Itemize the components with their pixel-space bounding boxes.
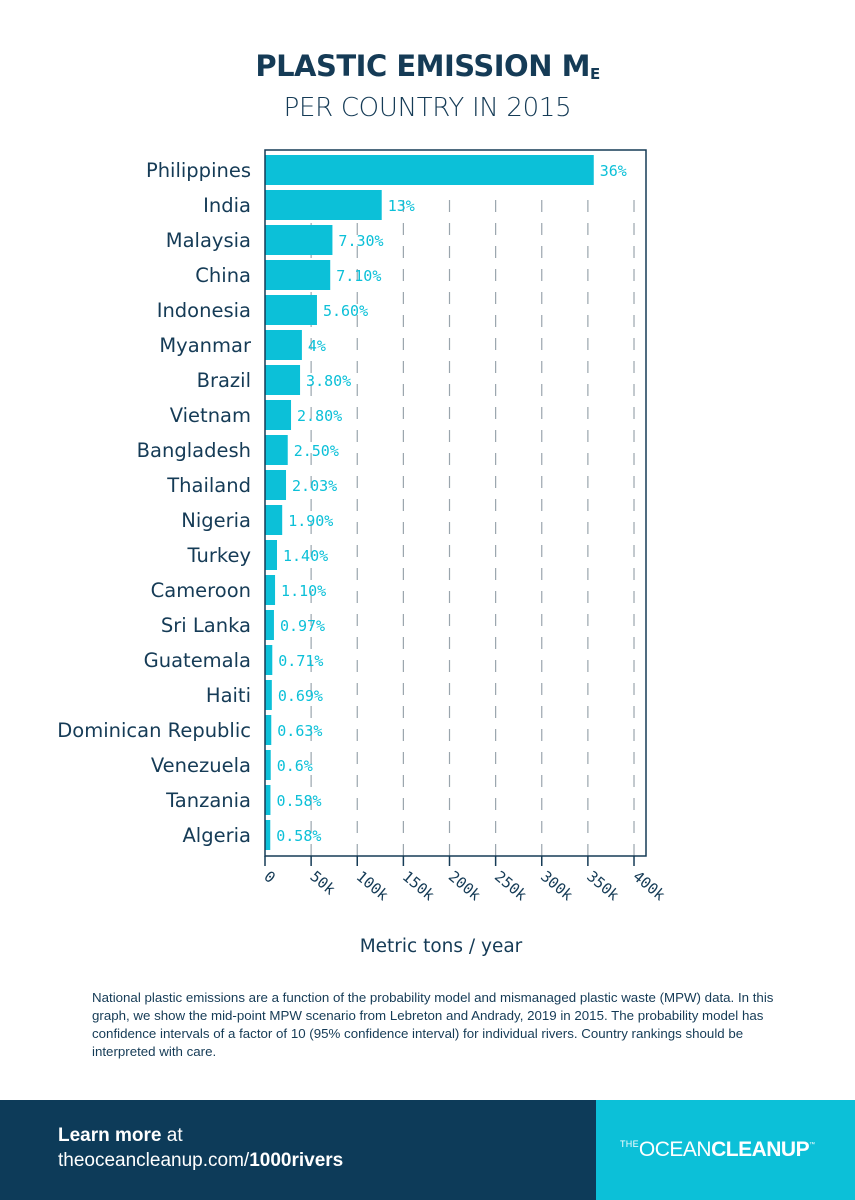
plot-frame [264, 149, 647, 857]
data-label: 2.80% [297, 407, 342, 425]
category-label: India [203, 194, 251, 217]
bar-haiti [265, 680, 272, 710]
bar-vietnam [265, 400, 292, 430]
data-label: 2.50% [294, 442, 339, 460]
footer-logo-panel: THEOCEANCLEANUP™ [596, 1100, 855, 1200]
bar-turkey [265, 540, 277, 570]
title-line-2: PER COUNTRY IN 2015 [283, 93, 572, 123]
x-tick-label: 0 [260, 867, 278, 887]
bar-thailand [265, 470, 287, 500]
ocean-cleanup-logo: THEOCEANCLEANUP™ [620, 1138, 816, 1161]
data-label: 0.58% [276, 792, 321, 810]
bar-guatemala [265, 645, 273, 675]
category-label: Brazil [197, 369, 251, 392]
x-tick-label: 150k [399, 867, 438, 904]
data-label: 0.58% [276, 827, 321, 845]
learn-more-bold: Learn more [58, 1125, 162, 1146]
x-tick-label: 300k [537, 867, 576, 904]
learn-more-text: Learn more at theoceancleanup.com/1000ri… [58, 1125, 344, 1171]
bar-myanmar [265, 330, 302, 360]
bar-malaysia [265, 225, 333, 255]
chart-title: PLASTIC EMISSION ME PER COUNTRY IN 2015 [0, 48, 855, 124]
bar-indonesia [265, 295, 317, 325]
title-line-1: PLASTIC EMISSION ME [255, 49, 600, 83]
category-label: Indonesia [157, 299, 251, 322]
category-label: Sri Lanka [161, 614, 251, 637]
data-label: 7.30% [338, 232, 383, 250]
category-label: Cameroon [151, 579, 251, 602]
bar-nigeria [265, 505, 283, 535]
data-label: 0.6% [277, 757, 313, 775]
category-label: Bangladesh [137, 439, 251, 462]
data-label: 0.69% [278, 687, 323, 705]
bar-bangladesh [265, 435, 288, 465]
category-label: Thailand [166, 474, 251, 497]
category-label: Vietnam [170, 404, 251, 427]
data-label: 4% [308, 337, 326, 355]
data-label: 0.71% [278, 652, 323, 670]
data-label: 3.80% [306, 372, 351, 390]
category-label: Myanmar [159, 334, 252, 357]
category-label: Philippines [146, 159, 251, 182]
x-tick-label: 200k [445, 867, 484, 904]
data-label: 0.97% [280, 617, 325, 635]
bar-tanzania [265, 785, 271, 815]
bar-india [265, 190, 382, 220]
x-tick-label: 250k [491, 867, 530, 904]
category-label: Venezuela [151, 754, 251, 777]
x-tick-label: 100k [353, 867, 392, 904]
bar-algeria [265, 820, 271, 850]
data-label: 2.03% [292, 477, 337, 495]
bar-venezuela [265, 750, 271, 780]
data-label: 1.40% [283, 547, 328, 565]
x-tick-label: 50k [307, 867, 339, 898]
bar-philippines [265, 155, 594, 185]
category-label: Dominican Republic [57, 719, 251, 742]
data-label: 1.90% [288, 512, 333, 530]
category-label: Malaysia [166, 229, 251, 252]
category-label: Algeria [182, 824, 251, 847]
x-tick-label: 350k [583, 867, 622, 904]
x-tick-label: 400k [629, 867, 668, 904]
data-label: 7.10% [336, 267, 381, 285]
x-axis-label: Metric tons / year [360, 936, 523, 957]
bar-dominican-republic [265, 715, 272, 745]
data-label: 13% [388, 197, 415, 215]
bar-brazil [265, 365, 301, 395]
data-label: 0.63% [277, 722, 322, 740]
data-label: 36% [600, 162, 627, 180]
category-label: Guatemala [144, 649, 251, 672]
category-label: Nigeria [181, 509, 251, 532]
bar-china [265, 260, 331, 290]
data-label: 1.10% [281, 582, 326, 600]
title-subscript: E [589, 65, 600, 83]
data-label: 5.60% [323, 302, 368, 320]
category-label: Haiti [206, 684, 251, 707]
category-label: China [195, 264, 251, 287]
footer-banner: Learn more at theoceancleanup.com/1000ri… [0, 1100, 596, 1200]
bar-cameroon [265, 575, 276, 605]
bar-chart: Philippines 36% India 13% Malaysia 7.30% China… [57, 149, 669, 957]
bar-sri-lanka [265, 610, 274, 640]
learn-more-link[interactable]: theoceancleanup.com/1000rivers [58, 1150, 344, 1171]
category-label: Turkey [187, 544, 251, 567]
category-label: Tanzania [165, 789, 251, 812]
footnote: National plastic emissions are a functio… [92, 990, 774, 1059]
